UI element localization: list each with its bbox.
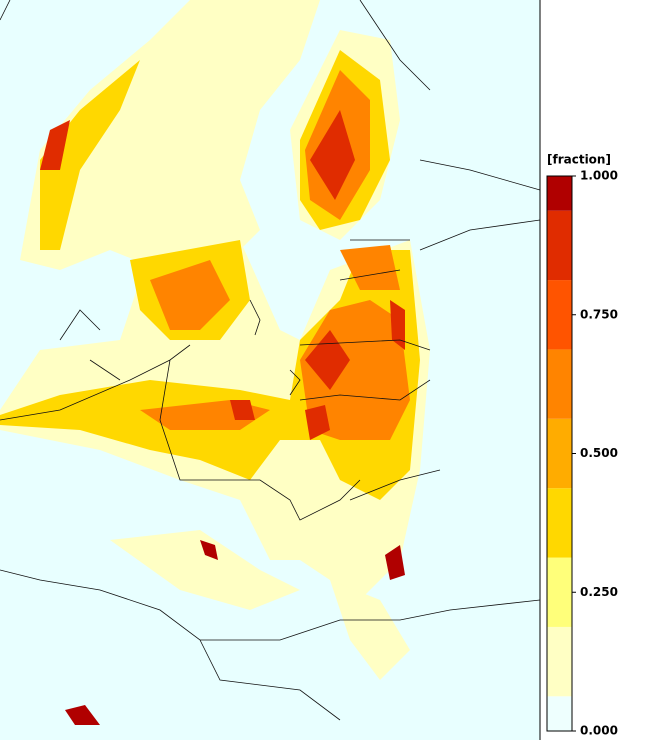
field-region <box>65 705 100 725</box>
colorbar-band <box>547 557 572 627</box>
field-region <box>40 120 70 170</box>
field-region <box>385 545 405 580</box>
colorbar-band <box>547 176 572 211</box>
field-region <box>20 0 320 270</box>
field-region <box>390 300 405 350</box>
colorbar-tick-label: 0.000 <box>580 724 618 738</box>
colorbar-tick-label: 0.500 <box>580 446 618 460</box>
legend-title: [fraction] <box>547 153 611 167</box>
colorbar-band <box>547 696 572 731</box>
field-region <box>340 245 400 290</box>
field-region <box>305 405 330 440</box>
fraction-field <box>0 0 430 725</box>
field-region <box>110 530 300 610</box>
field-region <box>330 580 410 680</box>
field-region <box>230 400 255 420</box>
colorbar-band <box>547 418 572 489</box>
field-region <box>310 110 355 200</box>
field-region <box>150 260 230 330</box>
colorbar-band <box>547 280 572 350</box>
colorbar-band <box>547 349 572 419</box>
field-region <box>200 540 218 560</box>
field-region <box>40 60 140 250</box>
field-region <box>305 330 350 390</box>
colorbar-tick-label: 0.750 <box>580 307 618 321</box>
colorbar-tick-label: 1.000 <box>580 169 618 183</box>
borders <box>0 0 541 721</box>
colorbar-band <box>547 626 572 697</box>
colorbar-band <box>547 488 572 558</box>
colorbar-tick-label: 0.250 <box>580 585 618 599</box>
colorbar-band <box>547 210 572 281</box>
